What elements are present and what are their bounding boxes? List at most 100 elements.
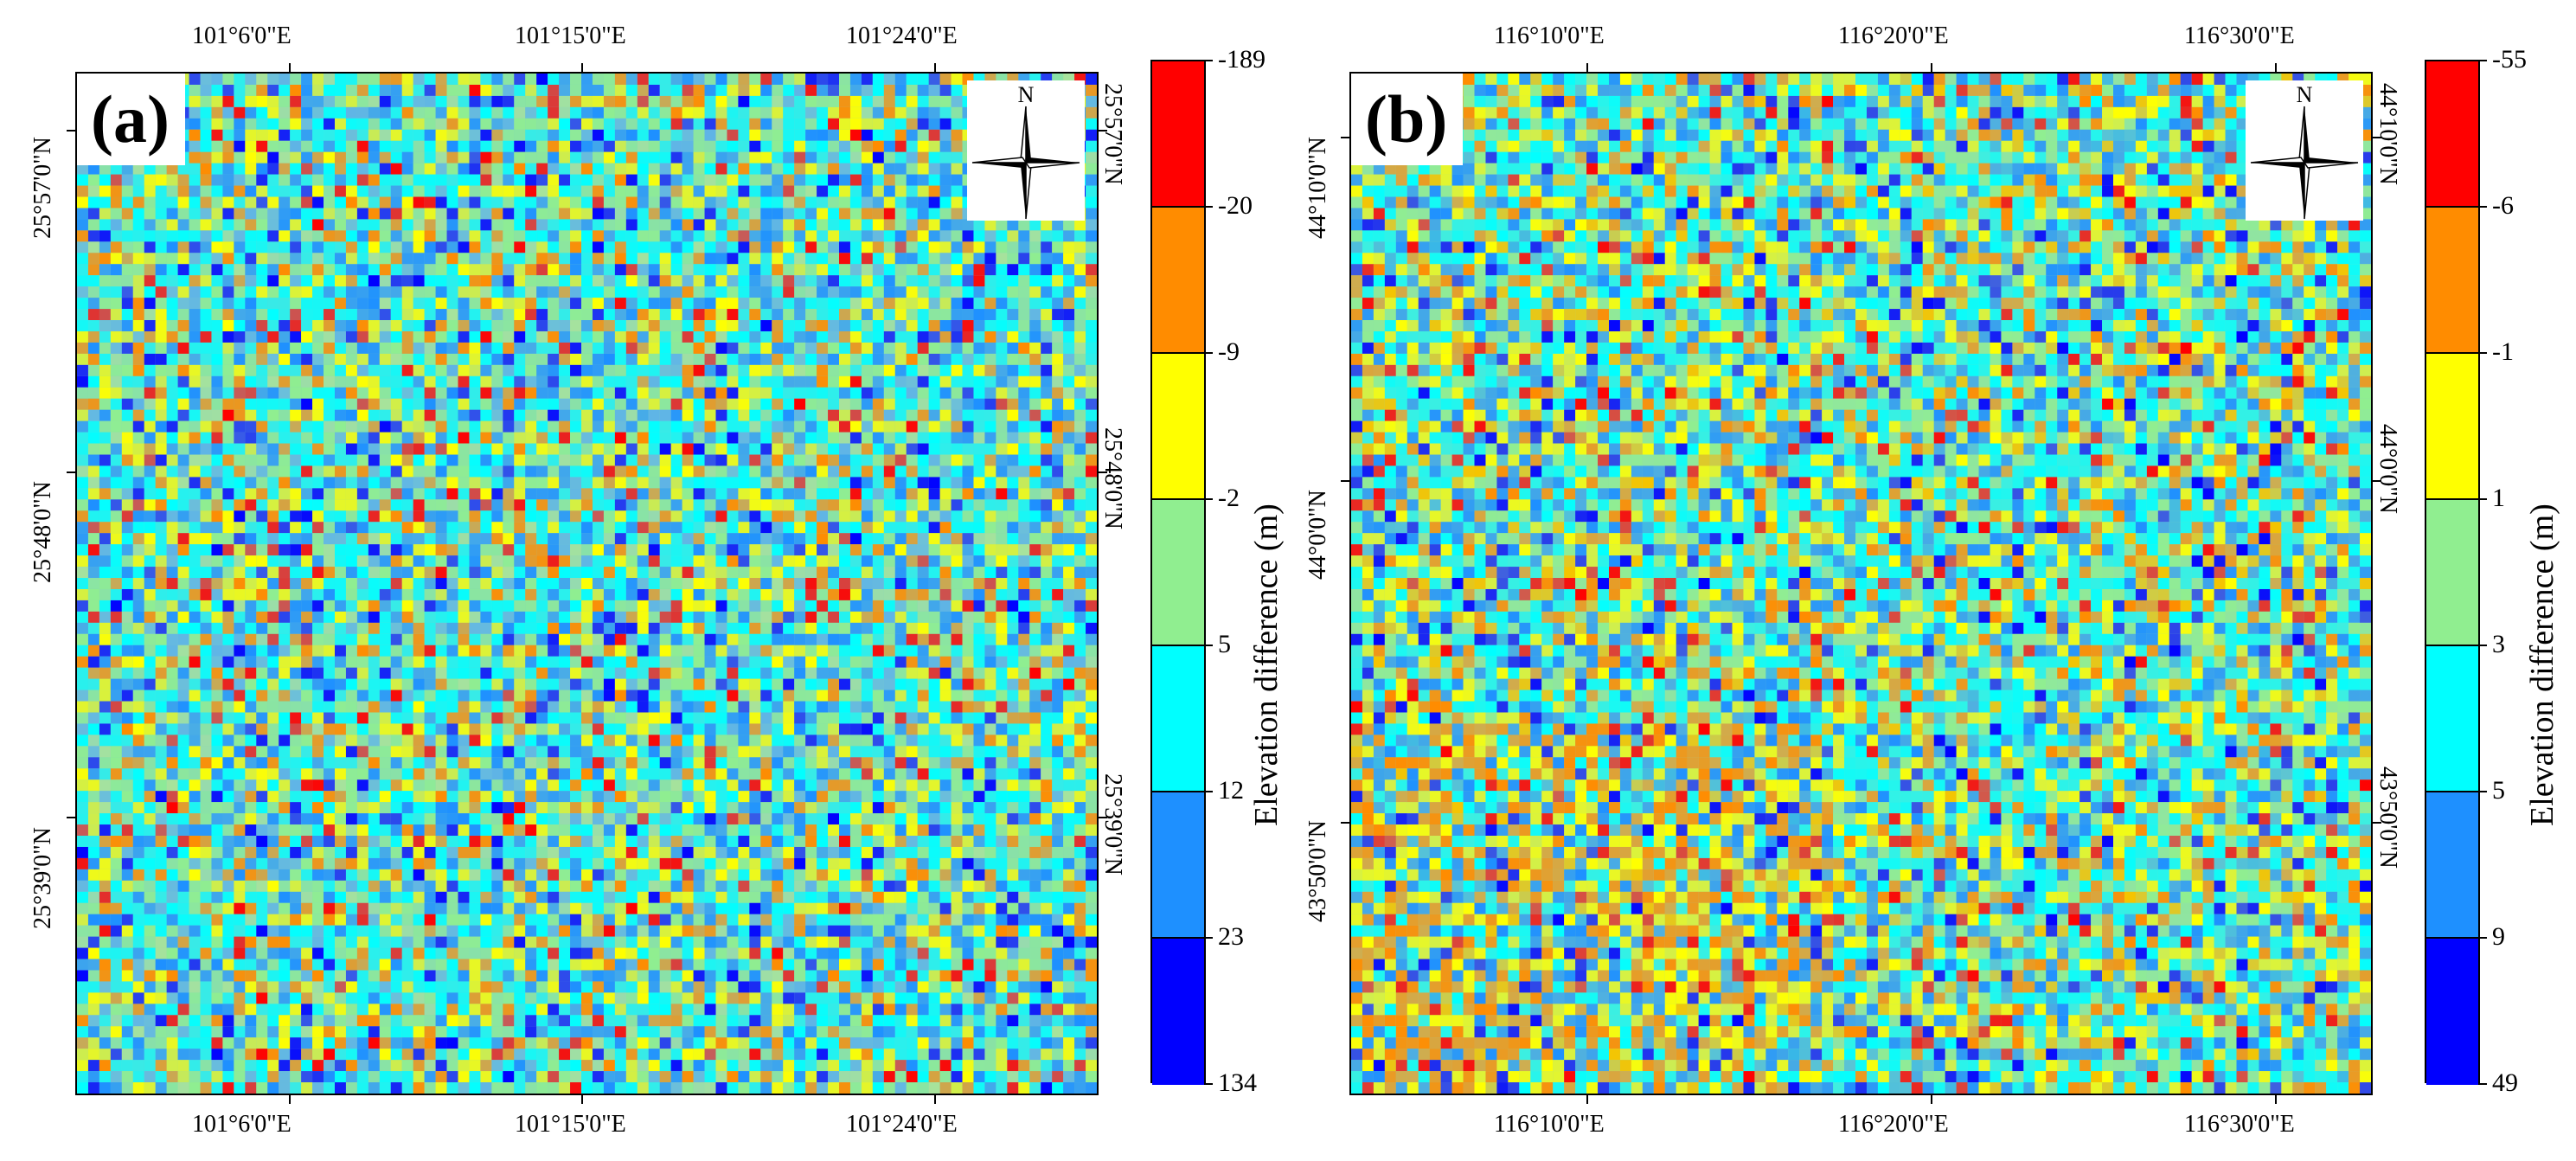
colorbar-label: 5: [1218, 630, 1231, 658]
colorbar-tick: [1204, 352, 1213, 354]
colorbar-tick: [1204, 791, 1213, 792]
north-label-a: N: [1017, 82, 1035, 107]
tickmark: [1931, 1095, 1932, 1104]
tickmark: [2275, 1095, 2277, 1104]
colorbar-tick: [2478, 206, 2487, 208]
x-tick-bottom-b-3: 116°30'0"E: [2184, 1111, 2295, 1138]
x-tick-bottom-b-1: 116°10'0"E: [1494, 1111, 1605, 1138]
colorbar-tick: [2478, 1083, 2487, 1085]
colorbar-segment: [2426, 208, 2478, 354]
x-tick-top-b-1: 116°10'0"E: [1494, 22, 1605, 49]
tickmark: [1586, 63, 1588, 72]
colorbar-label: 1: [2492, 484, 2505, 512]
colorbar-label: 49: [2492, 1068, 2518, 1097]
panel-label-b: (b): [1351, 74, 1464, 165]
colorbar-a: [1150, 60, 1206, 1085]
x-tick-bottom-a-3: 101°24'0"E: [846, 1111, 958, 1138]
colorbar-tick: [1204, 206, 1213, 208]
colorbar-label: 23: [1218, 922, 1244, 951]
compass-rose-icon: [2250, 106, 2359, 220]
colorbar-label: -6: [2492, 191, 2514, 220]
x-tick-top-b-3: 116°30'0"E: [2184, 22, 2295, 49]
colorbar-label: -55: [2492, 45, 2527, 74]
colorbar-b: [2425, 60, 2480, 1085]
north-arrow-a: N: [967, 80, 1085, 221]
y-tick-left-b-1: 44°10'0"N: [1304, 137, 1331, 239]
colorbar-tick: [1204, 937, 1213, 939]
y-tick-left-a-3: 25°39'0"N: [29, 827, 56, 929]
elevation-difference-map-a: [75, 72, 1099, 1095]
colorbar-segment: [1152, 792, 1204, 939]
colorbar-segment: [2426, 646, 2478, 792]
colorbar-label: 5: [2492, 776, 2505, 805]
tickmark: [1099, 471, 1107, 473]
tickmark: [581, 1095, 583, 1104]
colorbar-label: -1: [2492, 337, 2514, 366]
map-texture: [1351, 74, 2371, 1094]
colorbar-segment: [2426, 939, 2478, 1085]
colorbar-label: -9: [1218, 337, 1240, 366]
tickmark: [934, 1095, 936, 1104]
tickmark: [2373, 480, 2381, 482]
colorbar-tick: [1204, 60, 1213, 61]
tickmark: [1099, 130, 1107, 131]
x-tick-bottom-a-2: 101°15'0"E: [515, 1111, 626, 1138]
colorbar-segment: [2426, 792, 2478, 939]
y-tick-left-a-2: 25°48'0"N: [29, 481, 56, 583]
x-tick-bottom-b-2: 116°20'0"E: [1838, 1111, 1949, 1138]
tickmark: [1586, 1095, 1588, 1104]
tickmark: [1341, 480, 1349, 482]
y-tick-right-b-2: 44°0'0"N: [2374, 424, 2401, 514]
y-tick-right-a-2: 25°48'0"N: [1099, 427, 1126, 529]
map-raster-a: [77, 74, 1097, 1094]
colorbar-title-b: Elevation difference (m): [2524, 504, 2560, 826]
colorbar-tick: [2478, 352, 2487, 354]
colorbar-segment: [2426, 354, 2478, 500]
map-raster-b: [1351, 74, 2371, 1094]
colorbar-label: -20: [1218, 191, 1253, 220]
colorbar-tick: [2478, 60, 2487, 61]
north-label-b: N: [2296, 82, 2313, 107]
colorbar-title-a: Elevation difference (m): [1248, 504, 1285, 826]
tickmark: [67, 817, 75, 818]
colorbar-segment: [2426, 500, 2478, 646]
colorbar-segment: [1152, 208, 1204, 354]
tickmark: [1931, 63, 1932, 72]
colorbar-tick: [2478, 937, 2487, 939]
tickmark: [934, 63, 936, 72]
colorbar-label: 3: [2492, 630, 2505, 658]
colorbar-segment: [2426, 61, 2478, 208]
x-tick-top-a-1: 101°6'0"E: [192, 22, 292, 49]
colorbar-label: 12: [1218, 776, 1244, 805]
colorbar-tick: [2478, 645, 2487, 646]
y-tick-left-b-3: 43°50'0"N: [1304, 820, 1331, 922]
x-tick-bottom-a-1: 101°6'0"E: [192, 1111, 292, 1138]
tickmark: [289, 63, 291, 72]
colorbar-label: -2: [1218, 484, 1240, 512]
tickmark: [67, 471, 75, 473]
colorbar-segment: [1152, 354, 1204, 500]
y-tick-left-b-2: 44°0'0"N: [1304, 490, 1331, 580]
colorbar-tick: [1204, 1083, 1213, 1085]
colorbar-segment: [1152, 61, 1204, 208]
y-tick-right-b-3: 43°50'0"N: [2374, 767, 2401, 869]
tickmark: [2373, 822, 2381, 824]
colorbar-tick: [1204, 498, 1213, 500]
colorbar-tick: [2478, 498, 2487, 500]
tickmark: [1341, 822, 1349, 824]
tickmark: [581, 63, 583, 72]
colorbar-tick: [1204, 645, 1213, 646]
tickmark: [289, 1095, 291, 1104]
north-arrow-b: N: [2246, 80, 2363, 221]
x-tick-top-a-2: 101°15'0"E: [515, 22, 626, 49]
tickmark: [2275, 63, 2277, 72]
map-texture: [77, 74, 1097, 1094]
panel-label-a: (a): [77, 74, 185, 165]
tickmark: [67, 130, 75, 131]
x-tick-top-a-3: 101°24'0"E: [846, 22, 958, 49]
colorbar-tick: [2478, 791, 2487, 792]
y-tick-right-b-1: 44°10'0"N: [2374, 83, 2401, 185]
y-tick-right-a-3: 25°39'0"N: [1099, 773, 1126, 876]
colorbar-label: 134: [1218, 1068, 1257, 1097]
y-tick-left-a-1: 25°57'0"N: [29, 137, 56, 239]
